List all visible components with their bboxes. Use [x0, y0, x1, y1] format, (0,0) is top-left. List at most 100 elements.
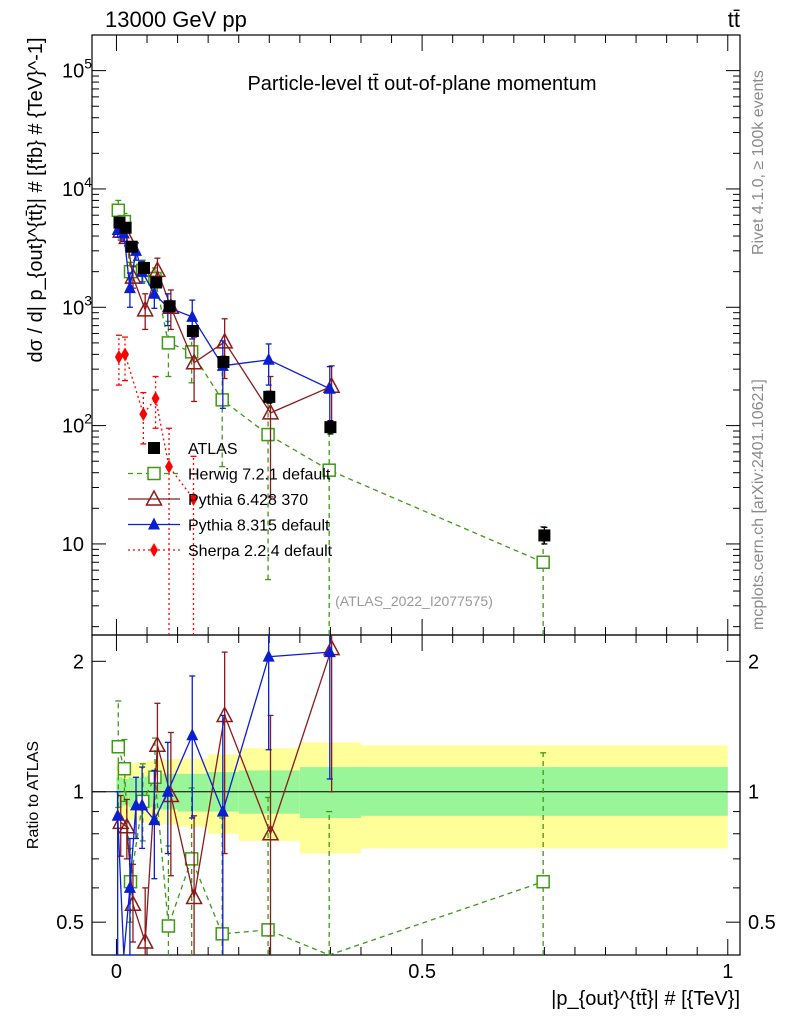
- x-tick-label: 0.5: [408, 961, 436, 983]
- ratio-tick-label: 1: [73, 782, 84, 804]
- legend-entry: ATLAS: [148, 441, 238, 458]
- legend-label: ATLAS: [188, 441, 238, 458]
- ratio-tick-label-right: 0.5: [748, 912, 776, 934]
- analysis-tag: (ATLAS_2022_I2077575): [335, 593, 493, 609]
- data-point: [263, 390, 276, 403]
- data-point: [136, 300, 154, 317]
- data-point: [124, 894, 142, 912]
- ratio-tick-label-right: 1: [748, 782, 759, 804]
- legend-entry: Pythia 6.428 370: [128, 489, 308, 509]
- data-point: [150, 276, 163, 289]
- data-point: [119, 221, 132, 234]
- legend-label: Herwig 7.2.1 default: [188, 467, 331, 484]
- data-point: [262, 352, 275, 365]
- data-point: [125, 240, 138, 253]
- ratio-tick-label: 0.5: [56, 912, 84, 934]
- data-point: [262, 649, 275, 662]
- legend: ATLAS Herwig 7.2.1 default Pythia 6.428 37…: [128, 441, 333, 560]
- rivet-version-label: Rivet 4.1.0, ≥ 100k events: [750, 70, 767, 255]
- y-tick-label: 102: [62, 411, 92, 438]
- data-point: [536, 555, 550, 570]
- y-axis-title: dσ / d| p_{out}^{tt̄}| # [{fb} # {TeV}^-…: [25, 37, 47, 362]
- data-point: [114, 350, 123, 365]
- legend-label: Sherpa 2.2.4 default: [188, 543, 333, 560]
- data-point: [538, 529, 551, 542]
- series-herwig-7-2-1-default: [111, 199, 550, 635]
- series-line: [117, 746, 544, 956]
- y-tick-label: 104: [62, 174, 92, 201]
- data-point: [186, 728, 199, 741]
- ratio-band-inner: [128, 777, 135, 808]
- data-point: [322, 463, 336, 477]
- legend-marker: [145, 489, 163, 506]
- ratio-band-inner: [140, 777, 148, 808]
- data-point: [536, 874, 550, 889]
- ratio-panel-frame: [91, 634, 741, 956]
- data-point: [148, 260, 167, 278]
- y-tick-label: 10: [62, 534, 84, 556]
- data-point: [148, 813, 161, 826]
- chart-title: Particle-level tt̄ out-of-plane momentum: [247, 73, 596, 95]
- data-point: [111, 740, 126, 754]
- ratio-band-inner: [153, 775, 163, 810]
- process-label: tt̄: [728, 7, 740, 32]
- data-point: [137, 261, 150, 274]
- series-line: [120, 230, 332, 414]
- data-point: [123, 281, 136, 294]
- legend-entry: Herwig 7.2.1 default: [128, 467, 331, 484]
- series-sherpa-2-2-4-default: [114, 334, 198, 635]
- legend-label: Pythia 8.315 default: [188, 518, 330, 535]
- x-axis-title: |p_{out}^{tt̄}| # [{TeV}]: [551, 988, 740, 1010]
- data-point: [261, 403, 280, 420]
- data-point: [324, 421, 337, 434]
- energy-label: 13000 GeV pp: [105, 7, 247, 32]
- data-point: [111, 203, 126, 218]
- mcplots-label: mcplots.cern.ch [arXiv:2401.10621]: [750, 379, 767, 630]
- data-point: [139, 407, 148, 422]
- data-point: [215, 705, 234, 723]
- data-point: [217, 355, 230, 368]
- data-point: [261, 923, 275, 937]
- legend-marker: [148, 517, 160, 530]
- legend-marker: [150, 543, 158, 557]
- series-atlas: [113, 216, 551, 545]
- ratio-band-inner: [134, 777, 141, 808]
- legend-label: Pythia 6.428 370: [188, 492, 308, 509]
- data-point: [148, 286, 161, 299]
- x-axis-ticks: 0 0.5 1: [111, 35, 733, 983]
- legend-entry: Sherpa 2.2.4 default: [128, 543, 333, 560]
- data-point: [261, 824, 280, 841]
- data-point: [121, 347, 130, 362]
- data-point: [111, 808, 124, 821]
- data-point: [186, 309, 199, 322]
- ratio-y-axis-title: Ratio to ATLAS: [25, 741, 42, 849]
- data-point: [136, 932, 154, 949]
- ratio-axis-ticks: 0.5 0.5 1 1 2 2: [56, 651, 776, 934]
- data-point: [184, 852, 199, 866]
- data-point: [323, 381, 336, 394]
- x-tick-label: 0: [111, 961, 122, 983]
- data-point: [161, 919, 176, 933]
- data-point: [151, 391, 160, 406]
- data-point: [185, 887, 203, 905]
- data-point: [216, 804, 229, 817]
- y-tick-label: 103: [62, 292, 92, 319]
- x-tick-label: 1: [722, 961, 733, 983]
- y-tick-label: 105: [62, 56, 92, 83]
- data-point: [118, 817, 136, 834]
- data-point: [186, 325, 199, 338]
- data-point: [185, 353, 203, 370]
- data-point: [323, 645, 336, 658]
- data-point: [261, 427, 275, 442]
- data-point: [136, 798, 149, 811]
- data-point: [189, 491, 198, 506]
- data-point: [163, 300, 176, 313]
- ratio-series-layer: [111, 635, 550, 956]
- main-series-layer: [111, 199, 551, 635]
- data-point: [161, 784, 174, 797]
- data-point: [111, 812, 130, 830]
- ratio-uncertainty-bands: [116, 742, 728, 854]
- legend-marker: [148, 442, 160, 454]
- ratio-tick-label-right: 2: [748, 651, 759, 673]
